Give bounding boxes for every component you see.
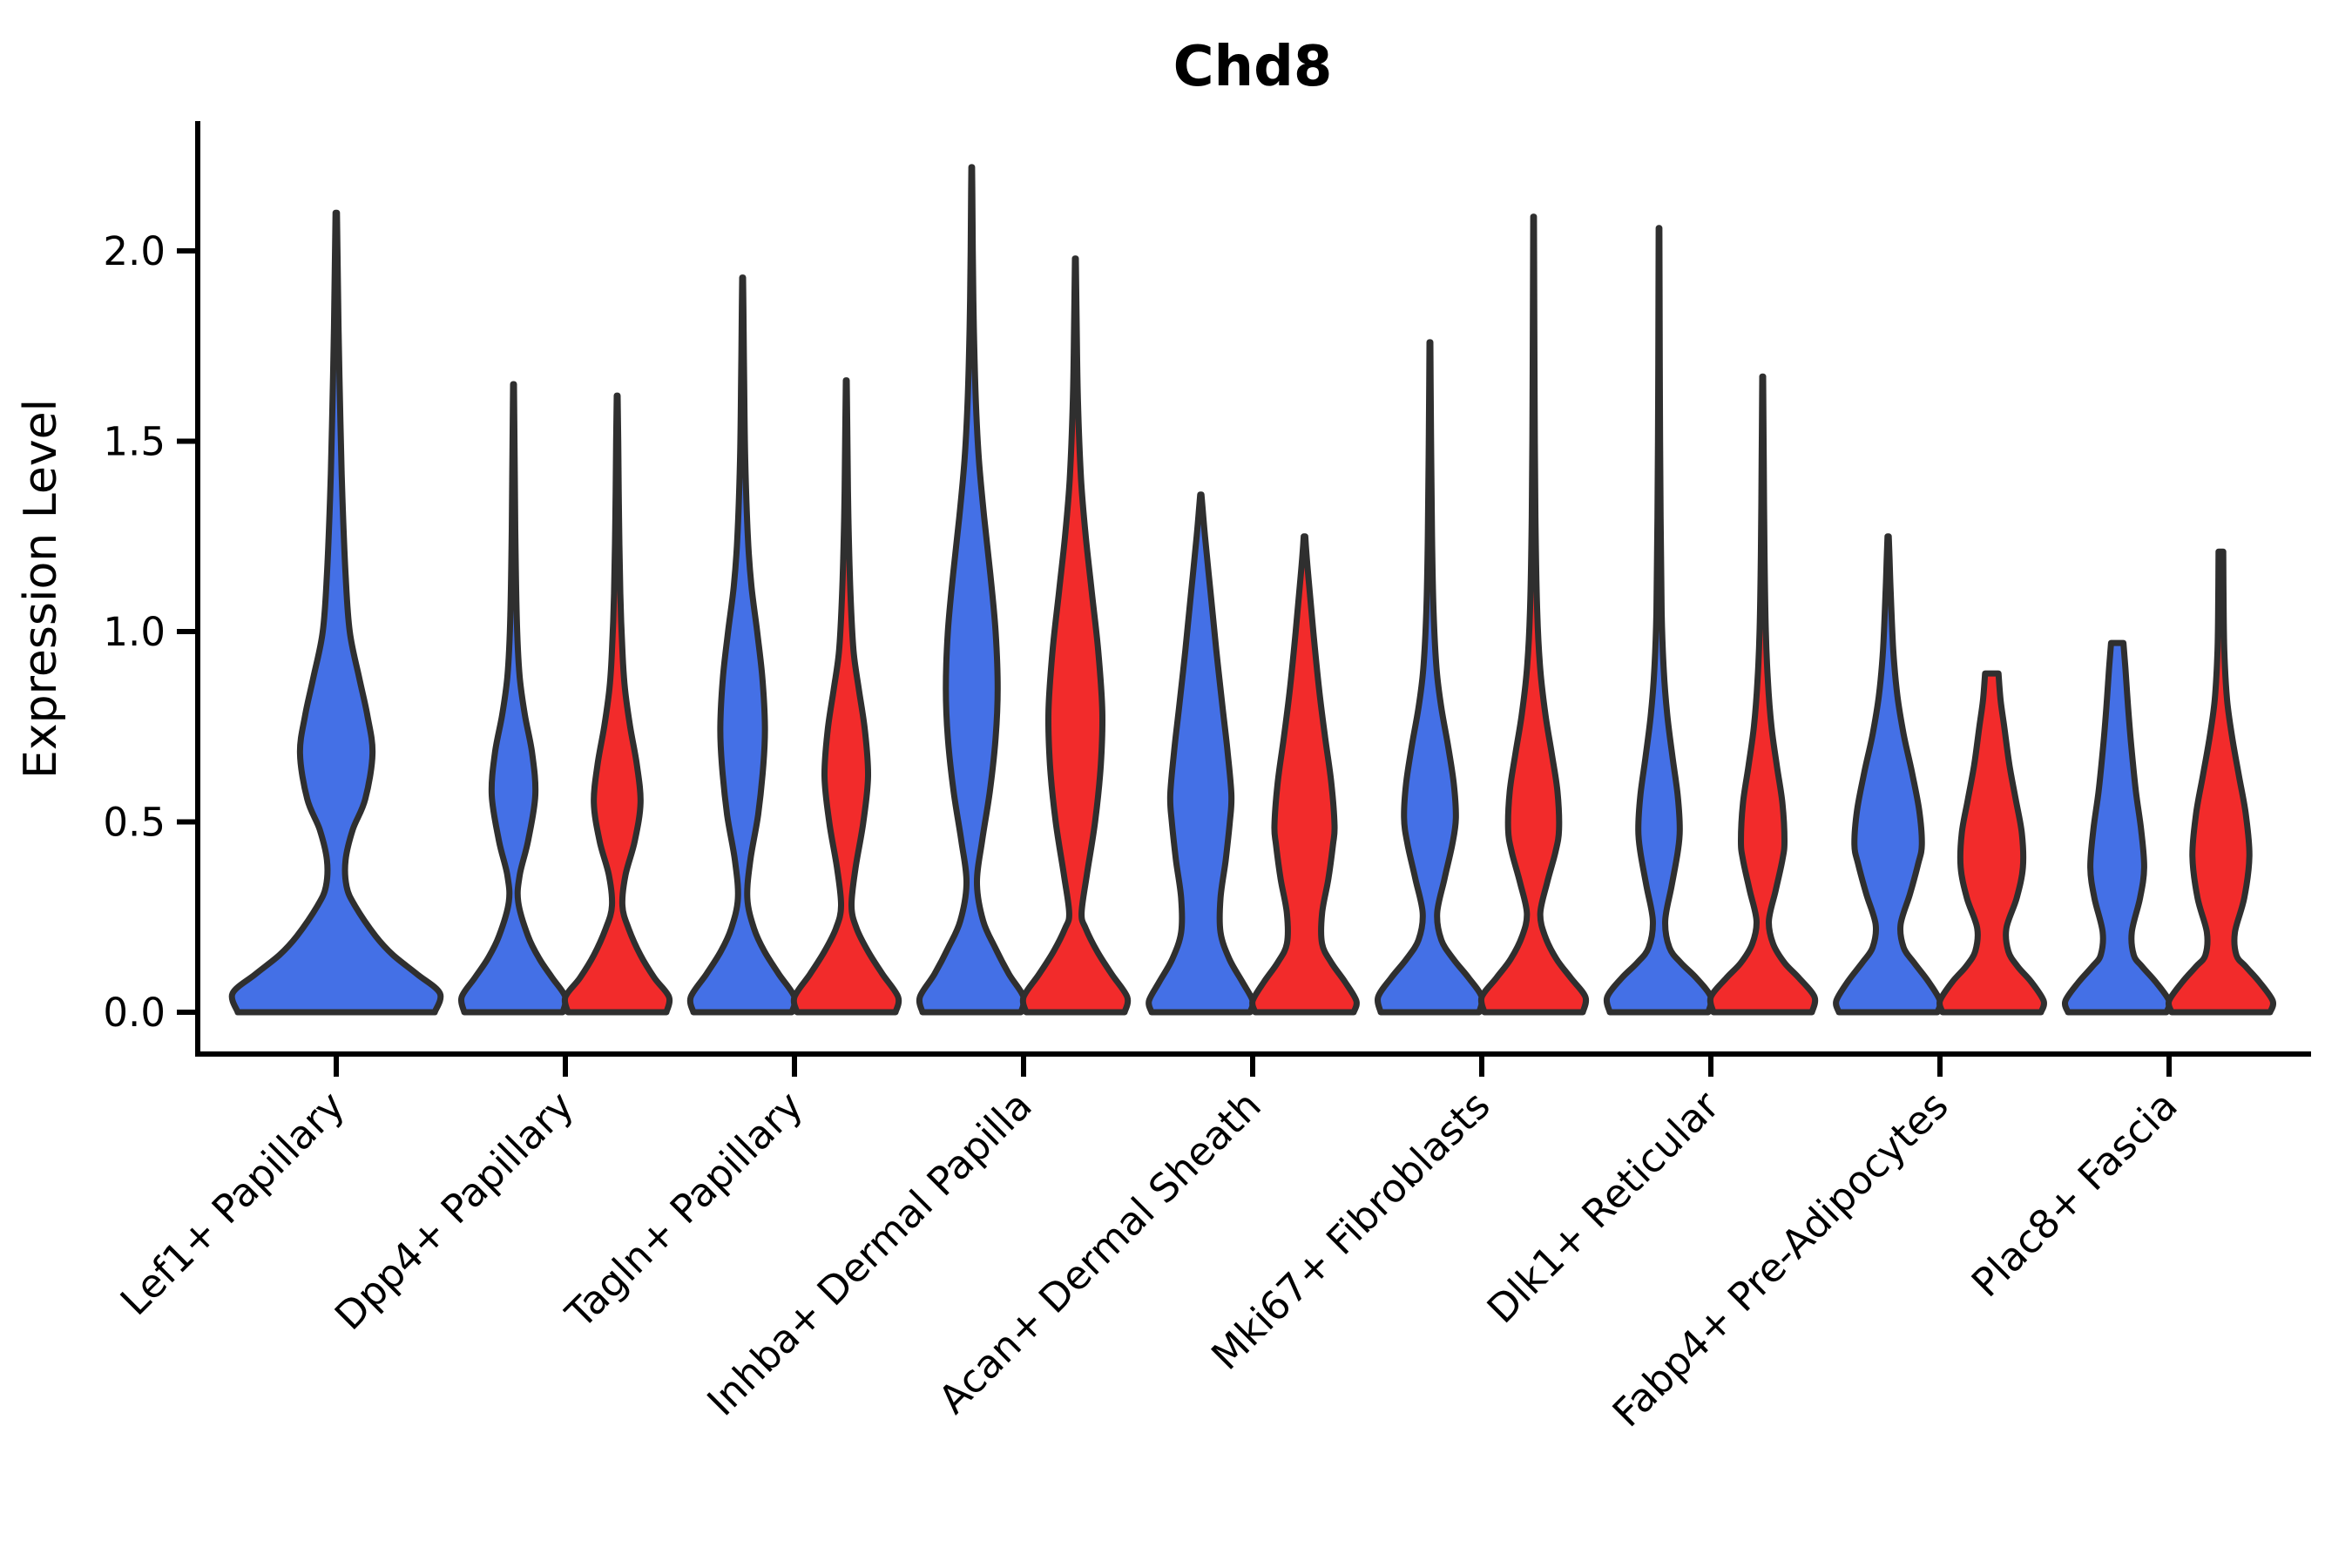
violin-Inhba-blue (916, 164, 1028, 1016)
axis-spines (195, 121, 2311, 1057)
violin-Tagln-red (790, 377, 902, 1016)
y-axis-label: Expression Level (15, 399, 67, 779)
violin-Mki67-blue (1375, 339, 1485, 1016)
x-tick-marks (334, 1054, 2172, 1077)
x-category-labels: Lef1+ Papillary Dpp4+ Papillary Tagln+ P… (112, 1082, 2186, 1436)
y-tick-label-0.0: 0.0 (103, 990, 166, 1036)
violin-Mki67-red (1477, 213, 1590, 1016)
y-tick-marks (177, 248, 198, 1015)
violin-Acan-red (1249, 533, 1360, 1016)
x-label-dpp4-papillary: Dpp4+ Papillary (326, 1082, 583, 1339)
y-tick-label-2.0: 2.0 (103, 228, 166, 274)
violin-Dpp4-blue (458, 381, 569, 1016)
violin-Dpp4-red (561, 392, 673, 1016)
y-tick-label-1.0: 1.0 (103, 609, 166, 655)
violin-Plac8-red (2166, 548, 2276, 1016)
violin-Plac8-blue (2062, 639, 2173, 1016)
x-label-tagln-papillary: Tagln+ Papillary (557, 1082, 812, 1337)
x-label-lef1-papillary: Lef1+ Papillary (112, 1082, 354, 1324)
x-label-dlk1-reticular: Dlk1+ Reticular (1478, 1082, 1728, 1332)
violin-Dlk1-red (1707, 373, 1819, 1016)
violin-Fabp4-red (1936, 670, 2047, 1016)
violin-Acan-blue (1146, 491, 1256, 1016)
violin-Dlk1-blue (1603, 225, 1715, 1016)
y-tick-label-0.5: 0.5 (103, 800, 166, 846)
violins-layer (228, 164, 2276, 1016)
y-tick-labels: 0.0 0.5 1.0 1.5 2.0 (103, 228, 166, 1036)
y-tick-label-1.5: 1.5 (103, 419, 166, 465)
violin-Fabp4-blue (1833, 533, 1943, 1016)
violin-Inhba-red (1019, 255, 1132, 1016)
violin-Lef1-blue (228, 209, 444, 1016)
x-label-plac8-fascia: Plac8+ Fascia (1963, 1082, 2186, 1306)
chart-title: Chd8 (1173, 35, 1333, 99)
violin-Tagln-blue (686, 274, 799, 1016)
